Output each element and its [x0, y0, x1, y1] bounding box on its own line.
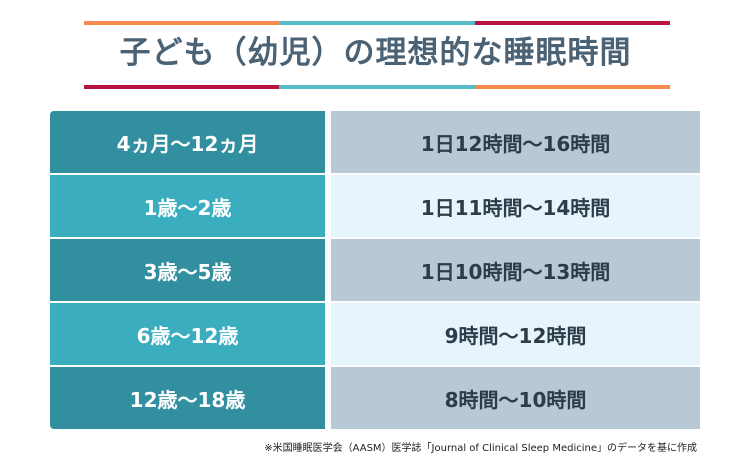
sleep-table: 4ヵ月〜12ヵ月 1日12時間〜16時間 1歳〜2歳 1日11時間〜14時間 3歳〜… — [50, 111, 700, 431]
table-row: 6歳〜12歳 9時間〜12時間 — [50, 303, 700, 365]
page-title: 子ども（幼児）の理想的な睡眠時間 — [119, 35, 632, 71]
sleep-cell: 1日12時間〜16時間 — [331, 111, 700, 173]
bottom-divider — [84, 85, 670, 89]
age-cell: 6歳〜12歳 — [50, 303, 325, 365]
sleep-cell: 8時間〜10時間 — [331, 367, 700, 429]
sleep-cell: 1日11時間〜14時間 — [331, 175, 700, 237]
age-cell: 1歳〜2歳 — [50, 175, 325, 237]
table-row: 12歳〜18歳 8時間〜10時間 — [50, 367, 700, 429]
age-cell: 4ヵ月〜12ヵ月 — [50, 111, 325, 173]
table-row: 3歳〜5歳 1日10時間〜13時間 — [50, 239, 700, 301]
sleep-cell: 1日10時間〜13時間 — [331, 239, 700, 301]
source-note: ※米国睡眠医学会（AASM）医学誌「Journal of Clinical Sl… — [264, 443, 697, 454]
table-row: 1歳〜2歳 1日11時間〜14時間 — [50, 175, 700, 237]
age-cell: 12歳〜18歳 — [50, 367, 325, 429]
sleep-cell: 9時間〜12時間 — [331, 303, 700, 365]
age-cell: 3歳〜5歳 — [50, 239, 325, 301]
table-row: 4ヵ月〜12ヵ月 1日12時間〜16時間 — [50, 111, 700, 173]
top-divider — [84, 21, 670, 25]
